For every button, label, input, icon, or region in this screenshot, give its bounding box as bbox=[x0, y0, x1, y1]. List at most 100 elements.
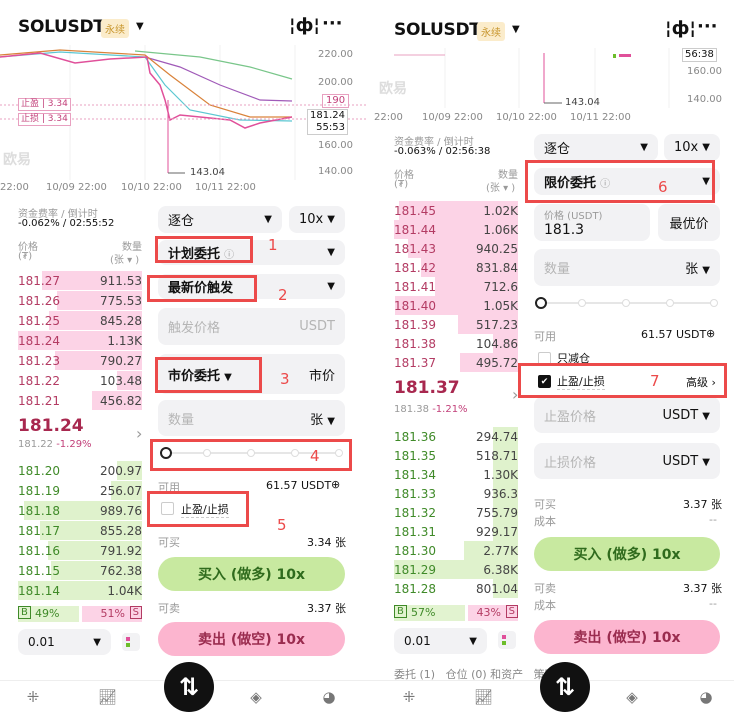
symbol-dropdown-icon[interactable]: ▼ bbox=[512, 24, 520, 35]
assets-icon[interactable]: ◕ bbox=[322, 688, 336, 706]
price-change: -1.21% bbox=[432, 404, 468, 415]
sl-line-label[interactable]: 止损 | 3.34 bbox=[18, 113, 71, 126]
buy-long-button[interactable]: 买入 (做多) 10x bbox=[534, 537, 720, 571]
bid-row[interactable]: 181.16 791.92 bbox=[18, 541, 142, 560]
precision-select[interactable]: 0.01 ▼ bbox=[394, 628, 487, 654]
quantity-slider[interactable] bbox=[535, 297, 720, 309]
ask-row[interactable]: 181.45 1.02K bbox=[394, 201, 518, 220]
index-price: 181.22 bbox=[18, 439, 53, 450]
quantity-input[interactable]: 数量张 ▼ bbox=[158, 400, 345, 436]
assets-icon[interactable]: ◕ bbox=[699, 688, 713, 706]
bid-row[interactable]: 181.14 1.04K bbox=[18, 581, 142, 600]
tp-line-label[interactable]: 止盈 | 3.34 bbox=[18, 98, 71, 111]
ask-row[interactable]: 181.43 940.25 bbox=[394, 239, 518, 258]
add-funds-icon[interactable]: ⊕ bbox=[331, 478, 341, 491]
trigger-type-select[interactable]: 最新价触发 ▼ bbox=[158, 274, 345, 299]
slider-knob[interactable] bbox=[160, 447, 172, 459]
home-icon[interactable]: ⁜ bbox=[26, 688, 40, 706]
trigger-price-input[interactable]: 触发价格 USDT bbox=[158, 308, 345, 345]
ask-row[interactable]: 181.41 712.6 bbox=[394, 277, 518, 296]
info-icon[interactable]: ⓘ bbox=[600, 179, 611, 190]
bid-row[interactable]: 181.20 200.97 bbox=[18, 461, 142, 480]
price-input[interactable]: 价格 (USDT) 181.3 bbox=[534, 204, 650, 241]
book-layout-icon[interactable] bbox=[122, 633, 140, 651]
price: 181.19 bbox=[18, 483, 60, 498]
ask-row[interactable]: 181.22 103.48 bbox=[18, 371, 142, 390]
more-icon[interactable]: ··· bbox=[322, 13, 343, 34]
chevron-right-icon[interactable]: › bbox=[136, 424, 143, 443]
bid-row[interactable]: 181.15 762.38 bbox=[18, 561, 142, 580]
bid-row[interactable]: 181.33 936.3 bbox=[394, 484, 518, 503]
market-icon[interactable]: 📈︎ bbox=[98, 688, 118, 706]
ask-row[interactable]: 181.26 775.53 bbox=[18, 291, 142, 310]
ask-row[interactable]: 181.40 1.05K bbox=[394, 296, 518, 315]
ask-row[interactable]: 181.39 517.23 bbox=[394, 315, 518, 334]
exec-type-select[interactable]: 市价委托 ▼ 市价 bbox=[158, 354, 345, 394]
precision-select[interactable]: 0.01 ▼ bbox=[18, 629, 111, 655]
ask-row[interactable]: 181.38 104.86 bbox=[394, 334, 518, 353]
bid-row[interactable]: 181.30 2.77K bbox=[394, 541, 518, 560]
price-chart[interactable]: 56:38 160.00 140.00 欧易 143.04 22:00 10/0… bbox=[367, 48, 734, 126]
ask-row[interactable]: 181.21 456.82 bbox=[18, 391, 142, 410]
qty-unit-select[interactable]: (张 ▾ ) bbox=[110, 255, 140, 266]
symbol-title[interactable]: SOLUSDT bbox=[394, 20, 481, 40]
order-type-select[interactable]: 限价委托 ⓘ ▼ bbox=[534, 168, 720, 195]
candlestick-icon[interactable]: ¦ф¦ bbox=[665, 18, 697, 39]
bid-row[interactable]: 181.31 929.17 bbox=[394, 522, 518, 541]
price-chart[interactable]: 220.00 200.00 190 181.24 55:53 160.00 140… bbox=[0, 45, 367, 195]
cost-value: -- bbox=[709, 597, 717, 610]
tp-unit: USDT bbox=[662, 407, 699, 423]
ask-row[interactable]: 181.27 911.53 bbox=[18, 271, 142, 290]
bid-row[interactable]: 181.19 256.07 bbox=[18, 481, 142, 500]
margin-mode-select[interactable]: 逐仓 ▼ bbox=[534, 134, 658, 161]
home-icon[interactable]: ⁜ bbox=[402, 688, 416, 706]
bid-row[interactable]: 181.17 855.28 bbox=[18, 521, 142, 540]
tpsl-checkbox[interactable] bbox=[161, 502, 174, 515]
ask-row[interactable]: 181.37 495.72 bbox=[394, 353, 518, 372]
market-icon[interactable]: 📈︎ bbox=[474, 688, 494, 706]
leverage-select[interactable]: 10x ▼ bbox=[664, 134, 720, 161]
depth-bar bbox=[49, 311, 142, 330]
buy-long-button[interactable]: 买入 (做多) 10x bbox=[158, 557, 345, 591]
qty-unit-select[interactable]: (张 ▾ ) bbox=[486, 183, 516, 194]
info-icon[interactable]: ⓘ bbox=[224, 250, 235, 261]
sell-short-button[interactable]: 卖出 (做空) 10x bbox=[534, 620, 720, 654]
add-funds-icon[interactable]: ⊕ bbox=[706, 327, 716, 340]
book-layout-icon[interactable] bbox=[498, 631, 516, 649]
ask-row[interactable]: 181.44 1.06K bbox=[394, 220, 518, 239]
right-screen: SOLUSDT 永续 ▼ ¦ф¦ ··· 56:38 160.00 140.00… bbox=[367, 0, 734, 713]
bid-row[interactable]: 181.32 755.79 bbox=[394, 503, 518, 522]
trade-icon[interactable]: ⇅ bbox=[540, 662, 590, 712]
slider-knob[interactable] bbox=[535, 297, 547, 309]
bid-row[interactable]: 181.28 801.04 bbox=[394, 579, 518, 598]
symbol-dropdown-icon[interactable]: ▼ bbox=[136, 21, 144, 32]
ask-row[interactable]: 181.25 845.28 bbox=[18, 311, 142, 330]
bid-row[interactable]: 181.18 989.76 bbox=[18, 501, 142, 520]
x-tick: 10/11 22:00 bbox=[195, 182, 256, 193]
price: 181.30 bbox=[394, 543, 436, 558]
bid-row[interactable]: 181.34 1.30K bbox=[394, 465, 518, 484]
quantity-slider[interactable] bbox=[160, 447, 345, 459]
chevron-right-icon[interactable]: › bbox=[512, 385, 519, 404]
tpsl-checkbox[interactable]: ✔ bbox=[538, 375, 551, 388]
tp-price-input[interactable]: 止盈价格 USDT ▼ bbox=[534, 397, 720, 433]
sell-short-button[interactable]: 卖出 (做空) 10x bbox=[158, 622, 345, 656]
symbol-title[interactable]: SOLUSDT bbox=[18, 17, 105, 37]
discover-icon[interactable]: ◈ bbox=[250, 688, 262, 706]
discover-icon[interactable]: ◈ bbox=[626, 688, 638, 706]
leverage-select[interactable]: 10x ▼ bbox=[289, 206, 345, 233]
bid-row[interactable]: 181.35 518.71 bbox=[394, 446, 518, 465]
quantity-input[interactable]: 数量张 ▼ bbox=[534, 249, 720, 286]
trade-icon[interactable]: ⇅ bbox=[164, 662, 214, 712]
more-icon[interactable]: ··· bbox=[697, 16, 718, 37]
bid-row[interactable]: 181.29 6.38K bbox=[394, 560, 518, 579]
bid-row[interactable]: 181.36 294.74 bbox=[394, 427, 518, 446]
ask-row[interactable]: 181.42 831.84 bbox=[394, 258, 518, 277]
advanced-link[interactable]: 高级 › bbox=[686, 376, 716, 389]
candlestick-icon[interactable]: ¦ф¦ bbox=[289, 15, 321, 36]
best-price-button[interactable]: 最优价 bbox=[658, 204, 720, 241]
ask-row[interactable]: 181.23 790.27 bbox=[18, 351, 142, 370]
margin-mode-select[interactable]: 逐仓 ▼ bbox=[158, 206, 282, 233]
sl-price-input[interactable]: 止损价格 USDT ▼ bbox=[534, 443, 720, 479]
ask-row[interactable]: 181.24 1.13K bbox=[18, 331, 142, 350]
